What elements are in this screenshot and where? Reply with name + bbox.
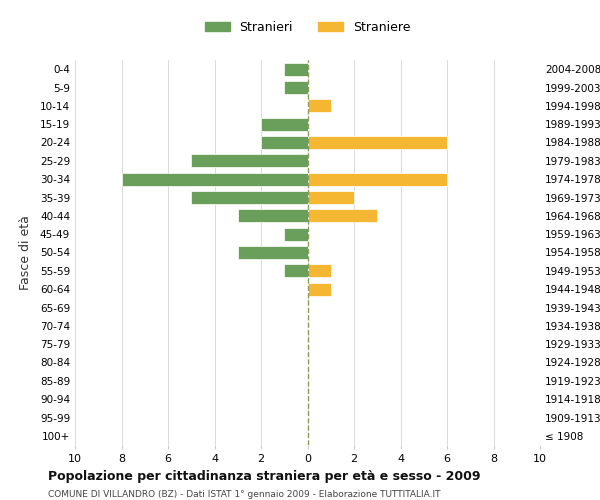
Bar xyxy=(308,191,354,204)
Legend: Stranieri, Straniere: Stranieri, Straniere xyxy=(199,16,415,39)
Bar xyxy=(261,118,308,130)
Bar xyxy=(238,210,308,222)
Bar xyxy=(308,210,377,222)
Text: COMUNE DI VILLANDRO (BZ) - Dati ISTAT 1° gennaio 2009 - Elaborazione TUTTITALIA.: COMUNE DI VILLANDRO (BZ) - Dati ISTAT 1°… xyxy=(48,490,440,499)
Bar xyxy=(308,173,447,186)
Bar xyxy=(238,246,308,259)
Y-axis label: Fasce di età: Fasce di età xyxy=(19,215,32,290)
Bar xyxy=(284,63,308,76)
Bar xyxy=(284,81,308,94)
Bar xyxy=(308,264,331,277)
Bar xyxy=(308,136,447,149)
Bar xyxy=(308,283,331,296)
Bar xyxy=(261,136,308,149)
Bar xyxy=(191,191,308,204)
Bar xyxy=(284,228,308,240)
Bar xyxy=(308,100,331,112)
Bar xyxy=(284,264,308,277)
Bar xyxy=(191,154,308,167)
Text: Popolazione per cittadinanza straniera per età e sesso - 2009: Popolazione per cittadinanza straniera p… xyxy=(48,470,481,483)
Bar xyxy=(121,173,308,186)
